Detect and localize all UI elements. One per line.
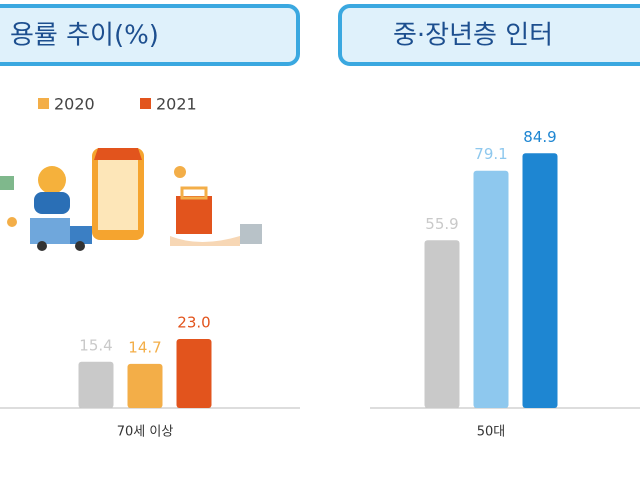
title-banner — [0, 4, 300, 66]
illustration — [0, 148, 262, 251]
value-label: 14.7 — [128, 338, 161, 356]
bar — [176, 339, 212, 408]
value-label: 23.0 — [177, 314, 210, 332]
bar — [424, 240, 460, 408]
legend-swatch — [38, 98, 49, 109]
legend-swatch — [140, 98, 151, 109]
chart-title: 중·장년층 인터 — [393, 21, 553, 51]
value-label: 15.4 — [79, 336, 112, 354]
x-tick-label: 70세 이상 — [117, 425, 174, 440]
bar — [473, 170, 509, 408]
legend-label: 2020 — [54, 95, 95, 114]
legend-label: 2021 — [156, 95, 197, 114]
x-tick-label: 50대 — [477, 425, 506, 440]
value-label: 55.9 — [425, 215, 458, 233]
bar — [78, 361, 114, 408]
value-label: 79.1 — [474, 145, 507, 163]
bar — [127, 363, 163, 408]
bar — [522, 153, 558, 408]
chart-title: 용률 추이(%) — [10, 21, 159, 51]
title-banner — [338, 4, 640, 66]
value-label: 84.9 — [523, 128, 556, 146]
